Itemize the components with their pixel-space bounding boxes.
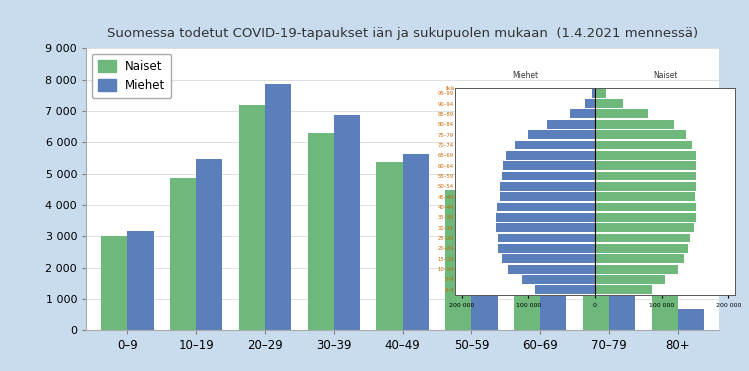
Bar: [540, 252, 566, 330]
Bar: [595, 265, 678, 273]
Bar: [595, 89, 606, 98]
Bar: [609, 293, 635, 330]
Bar: [595, 244, 688, 253]
Bar: [678, 309, 704, 330]
Bar: [497, 203, 595, 211]
Bar: [595, 255, 684, 263]
Bar: [595, 120, 673, 129]
Bar: [498, 234, 595, 243]
Bar: [585, 99, 595, 108]
Bar: [515, 141, 595, 149]
Bar: [528, 130, 595, 139]
Bar: [334, 115, 360, 330]
Bar: [595, 171, 696, 180]
Bar: [503, 161, 595, 170]
Bar: [471, 183, 497, 330]
Bar: [595, 109, 649, 118]
Bar: [595, 285, 652, 294]
Bar: [500, 192, 595, 201]
Bar: [502, 255, 595, 263]
Text: Ikä: Ikä: [446, 85, 455, 91]
Bar: [595, 234, 690, 243]
Text: Naiset: Naiset: [652, 71, 677, 80]
Bar: [595, 141, 692, 149]
Bar: [595, 203, 697, 211]
Bar: [521, 275, 595, 284]
Bar: [497, 223, 595, 232]
Bar: [445, 190, 471, 330]
Bar: [570, 109, 595, 118]
Bar: [265, 83, 291, 330]
Legend: Naiset, Miehet: Naiset, Miehet: [92, 54, 172, 98]
Bar: [592, 89, 595, 98]
Bar: [127, 230, 154, 330]
Title: Suomessa todetut COVID-19-tapaukset iän ja sukupuolen mukaan  (1.4.2021 mennessä: Suomessa todetut COVID-19-tapaukset iän …: [107, 27, 698, 40]
Bar: [595, 182, 697, 191]
Bar: [595, 223, 694, 232]
Bar: [547, 120, 595, 129]
Bar: [535, 285, 595, 294]
Bar: [196, 160, 222, 330]
Bar: [403, 154, 428, 330]
Bar: [595, 275, 665, 284]
Bar: [595, 213, 696, 222]
Bar: [595, 161, 697, 170]
Bar: [595, 192, 695, 201]
Bar: [101, 236, 127, 330]
Bar: [595, 151, 697, 160]
Bar: [506, 151, 595, 160]
Bar: [514, 256, 540, 330]
Bar: [455, 88, 735, 295]
Bar: [583, 293, 609, 330]
Bar: [497, 213, 595, 222]
Bar: [498, 244, 595, 253]
Bar: [500, 182, 595, 191]
Bar: [308, 133, 334, 330]
Text: Miehet: Miehet: [512, 71, 538, 80]
Bar: [595, 99, 623, 108]
Bar: [652, 290, 678, 330]
Bar: [170, 178, 196, 330]
Bar: [509, 265, 595, 273]
Bar: [239, 105, 265, 330]
Bar: [502, 171, 595, 180]
Bar: [377, 162, 403, 330]
Bar: [595, 130, 685, 139]
